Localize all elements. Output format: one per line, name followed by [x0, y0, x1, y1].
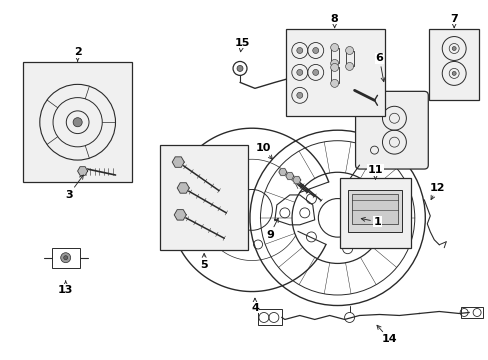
Polygon shape — [174, 210, 186, 220]
Circle shape — [330, 63, 338, 71]
Circle shape — [73, 118, 82, 127]
Circle shape — [345, 46, 353, 54]
Bar — [351, 194, 398, 224]
Bar — [258, 310, 281, 325]
Text: 6: 6 — [375, 54, 384, 82]
Circle shape — [312, 69, 318, 75]
Bar — [285, 28, 385, 116]
Bar — [345, 50, 353, 67]
Circle shape — [312, 48, 318, 54]
Circle shape — [61, 253, 71, 263]
FancyBboxPatch shape — [355, 91, 427, 169]
Bar — [160, 145, 247, 250]
Text: 14: 14 — [376, 325, 396, 345]
Circle shape — [237, 66, 243, 71]
Text: 11: 11 — [367, 165, 383, 179]
Polygon shape — [172, 157, 184, 167]
Bar — [460, 306, 482, 319]
Circle shape — [296, 69, 302, 75]
Polygon shape — [177, 183, 189, 193]
Circle shape — [345, 62, 353, 71]
Bar — [330, 67, 338, 84]
Circle shape — [330, 59, 338, 67]
Text: 4: 4 — [250, 298, 258, 312]
Bar — [52, 248, 80, 268]
Bar — [428, 28, 478, 100]
Bar — [347, 190, 402, 232]
Bar — [330, 48, 338, 63]
Text: 12: 12 — [428, 183, 444, 199]
Text: 10: 10 — [255, 143, 272, 159]
Text: 1: 1 — [361, 217, 381, 227]
Text: 2: 2 — [74, 48, 81, 61]
Text: 9: 9 — [265, 218, 278, 240]
Polygon shape — [278, 168, 286, 175]
Bar — [339, 178, 410, 248]
Text: 7: 7 — [449, 14, 457, 28]
Polygon shape — [292, 176, 300, 184]
Text: 8: 8 — [330, 14, 338, 28]
Polygon shape — [78, 167, 87, 175]
Bar — [23, 62, 132, 182]
Circle shape — [330, 80, 338, 87]
Circle shape — [451, 46, 455, 50]
Circle shape — [296, 48, 302, 54]
Circle shape — [451, 71, 455, 75]
Polygon shape — [285, 172, 293, 180]
Circle shape — [296, 92, 302, 98]
Circle shape — [330, 44, 338, 51]
Text: 13: 13 — [58, 281, 73, 294]
Text: 15: 15 — [234, 37, 249, 52]
Circle shape — [63, 256, 67, 260]
Text: 5: 5 — [200, 253, 207, 270]
Text: 3: 3 — [65, 175, 83, 200]
